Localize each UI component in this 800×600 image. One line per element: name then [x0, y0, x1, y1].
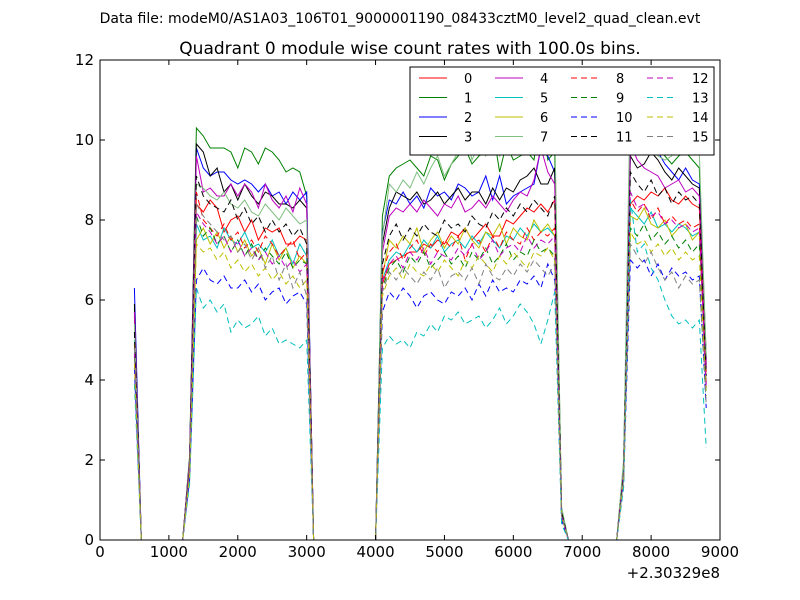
series-line-2	[133, 107, 707, 541]
chart-title: Quadrant 0 module wise count rates with …	[179, 39, 640, 59]
axes: 0 1000 2000 3000 4000 5000 6000 7000 8000 9000 0 2 4…	[75, 51, 739, 561]
x-tick-label: 6000	[494, 543, 532, 561]
x-tick-label: 8000	[632, 543, 670, 561]
x-tick-label: 3000	[288, 543, 326, 561]
y-tick-label: 12	[75, 51, 94, 69]
legend-label-0: 0	[464, 72, 472, 87]
y-tick-label: 2	[84, 451, 94, 469]
legend-label-3: 3	[464, 131, 472, 146]
x-tick-label: 7000	[563, 543, 601, 561]
y-tick-label: 0	[84, 531, 94, 549]
legend-label-14: 14	[692, 111, 709, 126]
x-tick-label: 2000	[219, 543, 257, 561]
legend-label-11: 11	[616, 131, 633, 146]
x-tick-label: 1000	[150, 543, 188, 561]
y-tick-label: 6	[84, 291, 94, 309]
legend-label-15: 15	[692, 131, 709, 146]
y-tick-label: 8	[84, 211, 94, 229]
x-tick-label: 0	[95, 543, 105, 561]
legend-label-8: 8	[616, 72, 624, 87]
legend-label-6: 6	[540, 111, 548, 126]
series-line-13	[133, 199, 707, 541]
series-line-11	[133, 170, 707, 541]
series-line-8	[133, 191, 707, 541]
series-line-12	[133, 191, 707, 541]
legend-label-13: 13	[692, 92, 709, 107]
series-line-15	[133, 202, 707, 541]
legend-label-12: 12	[692, 72, 709, 87]
y-tick-label: 10	[75, 131, 94, 149]
x-tick-label: 4000	[356, 543, 394, 561]
legend-label-4: 4	[540, 72, 548, 87]
y-tick-label: 4	[84, 371, 94, 389]
x-offset-label: +2.30329e8	[627, 564, 720, 582]
suptitle: Data file: modeM0/AS1A03_106T01_90000011…	[100, 11, 701, 27]
series-line-4	[133, 143, 707, 541]
x-tick-label: 5000	[425, 543, 463, 561]
legend-box	[409, 66, 715, 156]
legend-label-1: 1	[464, 92, 472, 107]
legend-label-9: 9	[616, 92, 624, 107]
legend-label-7: 7	[540, 131, 548, 146]
legend-label-2: 2	[464, 111, 472, 126]
x-tick-label: 9000	[701, 543, 739, 561]
series-line-3	[133, 142, 707, 541]
legend-label-5: 5	[540, 92, 548, 107]
legend-label-10: 10	[616, 111, 633, 126]
